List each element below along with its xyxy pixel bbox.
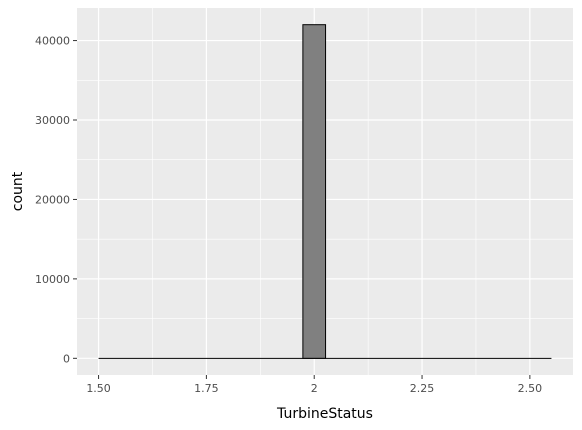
y-axis-title: count	[10, 171, 26, 211]
histogram-bars	[98, 24, 552, 359]
y-tick-label: 40000	[35, 35, 70, 48]
x-tick-label: 2	[311, 382, 318, 395]
x-tick-label: 2.50	[518, 382, 543, 395]
x-tick-label: 1.75	[194, 382, 219, 395]
x-tick-label: 1.50	[86, 382, 111, 395]
y-axis-ticks: 0 10000 20000 30000 40000	[35, 35, 77, 365]
x-tick-label: 2.25	[410, 382, 435, 395]
y-tick-label: 0	[63, 352, 70, 365]
y-tick-label: 10000	[35, 273, 70, 286]
y-tick-label: 30000	[35, 114, 70, 127]
x-axis-title: TurbineStatus	[276, 406, 373, 422]
histogram-bar	[302, 24, 327, 359]
y-tick-label: 20000	[35, 193, 70, 206]
x-axis-ticks: 1.50 1.75 2 2.25 2.50	[86, 375, 542, 395]
